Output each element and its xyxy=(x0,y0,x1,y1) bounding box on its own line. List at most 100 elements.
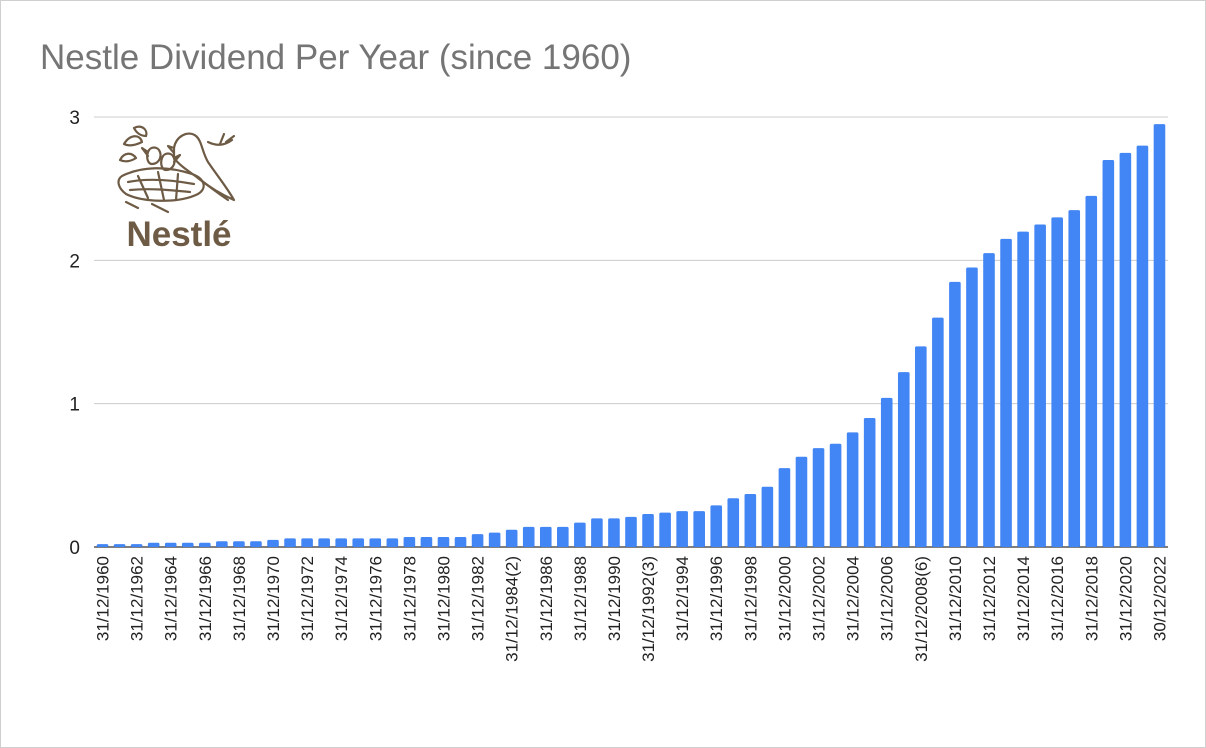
x-tick-label: 31/12/1998 xyxy=(741,556,760,641)
x-tick-label: 31/12/1972 xyxy=(298,556,317,641)
x-tick-label: 31/12/1988 xyxy=(571,556,590,641)
x-tick-label: 31/12/1982 xyxy=(469,556,488,641)
x-tick-label: 31/12/2006 xyxy=(878,556,897,641)
bar xyxy=(625,516,637,547)
x-tick-label: 31/12/1964 xyxy=(162,556,181,641)
bar xyxy=(164,542,177,547)
bar xyxy=(454,536,467,547)
y-tick-label: 2 xyxy=(69,251,80,272)
x-tick-label: 31/12/1986 xyxy=(537,556,556,641)
bar xyxy=(693,511,705,547)
x-tick-label: 31/12/2012 xyxy=(980,556,999,641)
bar xyxy=(932,317,944,547)
bar xyxy=(250,541,262,547)
bar xyxy=(113,544,126,547)
x-tick-label: 31/12/1960 xyxy=(94,556,113,641)
bar xyxy=(522,526,535,547)
x-tick-label: 31/12/2002 xyxy=(810,556,829,641)
x-tick-label: 31/12/1962 xyxy=(128,556,147,641)
bar xyxy=(1068,210,1081,547)
x-tick-label: 31/12/2016 xyxy=(1048,556,1067,641)
bar xyxy=(96,544,109,547)
x-tick-label: 31/12/1966 xyxy=(196,556,215,641)
bar xyxy=(335,538,347,547)
bar xyxy=(437,536,450,547)
bar xyxy=(130,544,143,547)
bar xyxy=(795,456,808,547)
bar xyxy=(488,532,501,547)
x-axis: 31/12/1960 31/12/1962 31/12/1964 31/12/1966… xyxy=(94,556,1170,662)
bar xyxy=(727,498,740,547)
bar xyxy=(846,432,859,547)
nestle-nest-icon: Nestlé xyxy=(117,125,236,254)
bar xyxy=(1102,160,1115,547)
x-tick-label: 31/12/1990 xyxy=(605,556,624,641)
bar xyxy=(1136,145,1149,547)
bar xyxy=(778,468,791,547)
bar xyxy=(1085,195,1098,548)
bar xyxy=(403,536,416,547)
x-tick-label: 31/12/1996 xyxy=(707,556,726,641)
x-tick-label: 31/12/1974 xyxy=(332,556,351,641)
bar xyxy=(216,541,228,547)
x-tick-label: 31/12/2018 xyxy=(1082,556,1101,641)
x-tick-label: 31/12/2008(6) xyxy=(912,556,931,662)
x-tick-label: 31/12/1976 xyxy=(366,556,385,641)
bar xyxy=(233,541,245,547)
bar xyxy=(1034,224,1046,547)
bar xyxy=(710,505,723,547)
bar xyxy=(812,448,825,547)
x-tick-label: 30/12/2022 xyxy=(1150,556,1169,641)
bar xyxy=(284,538,296,547)
bar xyxy=(181,542,194,547)
bar xyxy=(352,538,365,547)
bar xyxy=(386,538,399,547)
bar xyxy=(1000,238,1012,548)
bar xyxy=(301,538,313,547)
bar xyxy=(1119,152,1132,548)
bar xyxy=(147,542,160,547)
nestle-logo: Nestlé xyxy=(112,122,246,254)
bar xyxy=(267,539,279,547)
bar xyxy=(591,518,603,547)
nestle-logo-text: Nestlé xyxy=(126,215,231,252)
bar xyxy=(318,538,330,547)
bar xyxy=(949,281,961,547)
y-axis: 0 1 2 3 xyxy=(69,108,80,559)
chart-title: Nestle Dividend Per Year (since 1960) xyxy=(40,38,632,77)
x-tick-label: 31/12/2004 xyxy=(844,556,863,641)
x-tick-label: 31/12/2010 xyxy=(946,556,965,641)
bar xyxy=(676,511,688,547)
bar xyxy=(557,526,569,547)
y-tick-label: 1 xyxy=(69,395,80,416)
y-tick-label: 0 xyxy=(69,538,80,559)
bar xyxy=(608,518,620,547)
bar xyxy=(642,514,654,547)
bars xyxy=(96,124,1166,548)
x-tick-label: 31/12/1980 xyxy=(434,556,453,641)
bar xyxy=(983,253,995,547)
x-tick-label: 31/12/1984(2) xyxy=(503,556,522,662)
bar xyxy=(744,493,757,547)
bar xyxy=(199,542,211,547)
bar xyxy=(659,512,671,547)
x-tick-label: 31/12/2000 xyxy=(775,556,794,641)
bar xyxy=(761,486,774,547)
bar xyxy=(1051,217,1063,548)
bar xyxy=(897,372,910,547)
bar xyxy=(420,536,433,547)
bar xyxy=(471,534,484,547)
bar xyxy=(966,267,978,547)
bar xyxy=(574,522,586,547)
x-tick-label: 31/12/2014 xyxy=(1014,556,1033,641)
bar xyxy=(1017,231,1029,547)
x-tick-label: 31/12/1994 xyxy=(673,556,692,641)
x-tick-label: 31/12/1968 xyxy=(230,556,249,641)
bar xyxy=(1153,124,1166,548)
bar xyxy=(539,526,552,547)
bar xyxy=(863,418,876,547)
bar xyxy=(369,538,382,547)
x-tick-label: 31/12/1970 xyxy=(264,556,283,641)
y-tick-label: 3 xyxy=(69,108,80,129)
